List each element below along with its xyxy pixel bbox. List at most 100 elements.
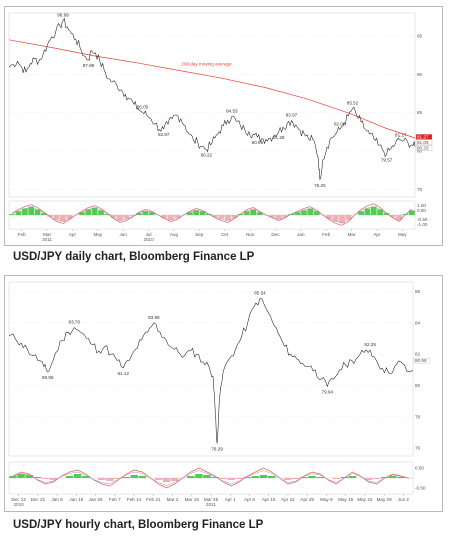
oscillator-bar <box>170 478 179 481</box>
oscillator-bar <box>282 215 288 217</box>
x-tick-label: Feb 7 <box>109 497 121 502</box>
x-tick-label: Dec 31 <box>31 497 46 502</box>
price-annotation: 85.52 <box>347 101 359 106</box>
oscillator-bar <box>106 478 114 481</box>
price-annotation: 96.99 <box>57 13 69 18</box>
oscillator-bar <box>408 210 415 215</box>
oscillator-bar <box>91 207 98 215</box>
oscillator-bar <box>9 214 16 215</box>
oscillator-bar <box>300 477 308 478</box>
y-tick-label: 95 <box>417 34 423 39</box>
oscillator-bar <box>396 215 403 220</box>
oscillator-bar <box>313 211 320 215</box>
oscillator-bar <box>138 476 147 478</box>
oscillator-bar <box>212 215 219 217</box>
oscillator-bar <box>98 478 106 480</box>
x-tick-label: Apr <box>69 232 77 237</box>
oscillator-bar <box>275 215 282 219</box>
price-annotation: 80.22 <box>201 152 213 157</box>
y-tick-label: 84 <box>415 320 421 325</box>
oscillator-bar <box>251 476 260 478</box>
x-tick-label: Apr <box>373 232 381 237</box>
x-year-label: 2011 <box>42 237 52 242</box>
x-tick-label: Aug <box>170 232 179 237</box>
x-tick-label: Jan 18 <box>69 497 83 502</box>
last-price-badge <box>413 357 431 364</box>
x-tick-label: May <box>398 232 407 237</box>
price-annotation: 80.95 <box>252 140 264 145</box>
oscillator-tick-label: -0.50 <box>417 217 428 222</box>
price-annotation: 85.54 <box>254 291 266 296</box>
oscillator-bar <box>136 213 142 215</box>
oscillator-bar <box>389 476 397 478</box>
oscillator-bar <box>129 215 136 216</box>
oscillator-bar <box>219 478 227 479</box>
oscillator-bar <box>339 215 345 224</box>
last-price-badge <box>415 139 433 146</box>
y-tick-label: 76 <box>415 446 421 451</box>
oscillator-bar <box>130 475 138 478</box>
oscillator-bar <box>332 478 340 479</box>
price-annotation: 81.28 <box>273 135 285 140</box>
y-tick-label: 78 <box>415 414 421 419</box>
oscillator-bar <box>49 478 58 480</box>
last-price-badge <box>415 145 433 151</box>
oscillator-bar <box>73 474 82 478</box>
price-annotation: 80.86 <box>42 375 54 380</box>
y-tick-label: 85 <box>417 110 423 115</box>
oscillator-bar <box>25 475 33 478</box>
oscillator-bar <box>110 215 117 218</box>
moving-average-line <box>8 39 416 139</box>
y-tick-label: 80 <box>417 149 423 154</box>
oscillator-bar <box>364 208 371 215</box>
x-tick-label: May 8 <box>320 497 333 502</box>
oscillator-bar <box>9 476 17 478</box>
oscillator-bar <box>389 215 396 217</box>
oscillator-bar <box>364 478 373 480</box>
oscillator-bar <box>235 478 244 479</box>
x-tick-label: Mar 25 <box>204 497 219 502</box>
x-tick-label: Jan <box>297 232 305 237</box>
oscillator-bar <box>380 477 389 478</box>
price-annotation: 83.70 <box>69 319 81 324</box>
oscillator-bar <box>383 213 390 215</box>
x-tick-label: Apr 22 <box>281 497 295 502</box>
y-tick-label: 86 <box>415 289 421 294</box>
x-tick-label: Jan 26 <box>89 497 103 502</box>
oscillator-bar <box>66 215 73 219</box>
oscillator-bar <box>294 212 301 215</box>
price-annotation: 82.00 <box>334 122 346 127</box>
hourly-chart: 76 78 80 82 84 86 80.86 83.70 81.12 83.99 76.29 85.… <box>8 281 431 507</box>
x-tick-label: Feb <box>18 232 26 237</box>
x-tick-label: Jul <box>146 232 152 237</box>
oscillator-bar <box>17 474 25 478</box>
oscillator-bar <box>114 478 122 479</box>
x-tick-label: Apr 29 <box>300 497 314 502</box>
last-price-label: 80.98 <box>415 358 427 363</box>
oscillator-bar <box>224 215 231 221</box>
price-annotation: 81.27 <box>395 132 407 137</box>
plot-frame <box>8 12 416 198</box>
oscillator-slow-line <box>12 206 412 223</box>
x-tick-label: Dec <box>271 232 280 237</box>
oscillator-bar <box>244 211 250 215</box>
x-tick-label: Oct <box>221 232 229 237</box>
oscillator-tick-label: 0.50 <box>417 208 426 213</box>
price-annotation: 76.29 <box>211 447 223 452</box>
x-tick-label: Mar <box>348 232 356 237</box>
x-tick-label: May 22 <box>357 497 373 502</box>
oscillator-bar <box>148 212 155 215</box>
oscillator-bar <box>122 477 130 478</box>
moving-average-label: 200 day moving average <box>181 62 232 67</box>
y-tick-label: 75 <box>417 187 423 192</box>
oscillator-bar <box>316 477 324 478</box>
price-annotation: 82.87 <box>158 132 170 137</box>
oscillator-bar <box>259 475 268 478</box>
x-tick-label: Feb 21 <box>146 497 161 502</box>
last-price-badge <box>415 134 433 140</box>
price-annotation: 83.99 <box>148 315 160 320</box>
hourly-chart-panel: 76 78 80 82 84 86 80.86 83.70 81.12 83.99 76.29 85.… <box>4 275 443 512</box>
oscillator-bar <box>174 215 180 218</box>
plot-frame <box>8 281 414 457</box>
oscillator-bar <box>372 478 381 479</box>
